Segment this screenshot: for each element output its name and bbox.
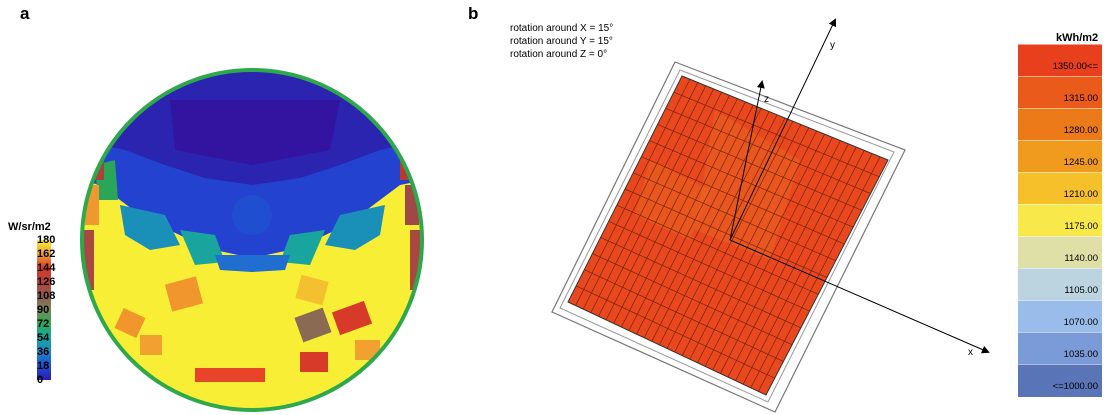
axis-y-label: y — [830, 40, 835, 51]
legend-entry: 1210.00 — [1018, 172, 1102, 205]
colorbar-unit: W/sr/m2 — [8, 221, 51, 233]
legend-entry: 1245.00 — [1018, 140, 1102, 173]
legend-entry: 1105.00 — [1018, 268, 1102, 301]
panel-grid-line — [592, 253, 793, 345]
panel-grid-line — [624, 188, 828, 278]
legend-entry: 1035.00 — [1018, 332, 1102, 365]
panel-a-label: a — [20, 4, 30, 23]
legend-entry: 1140.00 — [1018, 236, 1102, 269]
legend-entry-label: 1035.00 — [1063, 349, 1098, 360]
rotation-y-note: rotation around Y = 15° — [510, 36, 613, 47]
panel-b-label: b — [468, 4, 479, 23]
legend-entry: 1280.00 — [1018, 108, 1102, 141]
legend-entry-label: 1245.00 — [1063, 157, 1098, 168]
rotation-z-note: rotation around Z = 0° — [510, 49, 608, 60]
colorbar-tick-label: 18 — [37, 360, 50, 372]
panel-grid-line — [673, 91, 880, 178]
colorbar-tick-label: 126 — [37, 276, 56, 288]
colorbar-tick-label: 108 — [37, 290, 56, 302]
legend-entry-label: 1175.00 — [1064, 221, 1098, 232]
legend-entry: 1315.00 — [1018, 76, 1102, 109]
colorbar-tick-label: 144 — [37, 262, 56, 274]
panel-grid-line — [584, 269, 784, 362]
legend-entry-label: 1140.00 — [1064, 253, 1098, 264]
colorbar-tick-label: 54 — [37, 332, 50, 344]
rotation-notes: rotation around X = 15° rotation around … — [510, 22, 613, 61]
panel-grid-line — [657, 124, 862, 211]
legend-entry-label: 1280.00 — [1063, 125, 1098, 136]
legend-entry-label: 1350.00<= — [1052, 61, 1098, 72]
panel-grid-line — [616, 204, 819, 295]
pv-surface-plot: y z x — [551, 18, 990, 413]
panel-grid — [575, 79, 881, 392]
radiance-colorbar — [37, 240, 51, 380]
dome-cells — [82, 70, 422, 410]
panel-grid-line — [575, 285, 775, 379]
legend-entry-label: 1315.00 — [1063, 93, 1098, 104]
colorbar-tick-label: 36 — [37, 346, 50, 358]
legend-entry: 1175.00 — [1018, 204, 1102, 237]
panel-grid-line — [649, 140, 854, 228]
colorbar-tick-label: 162 — [37, 248, 56, 260]
colorbar-tick-label: 90 — [37, 304, 50, 316]
axis-x-label: x — [968, 347, 973, 358]
legend-entry-label: 1070.00 — [1063, 317, 1098, 328]
axis-z-label: z — [764, 94, 769, 105]
panel-grid-line — [608, 220, 810, 312]
legend-entry-label: 1210.00 — [1063, 189, 1098, 200]
legend-entry-label: 1105.00 — [1064, 285, 1098, 296]
panel-grid-line — [665, 107, 871, 194]
panel-grid-line — [641, 156, 845, 245]
colorbar-tick-label: 72 — [37, 318, 50, 330]
legend-entry: <=1000.00 — [1018, 364, 1102, 397]
rotation-x-note: rotation around X = 15° — [510, 23, 614, 34]
legend-entry: 1350.00<= — [1018, 44, 1102, 77]
legend-entry: 1070.00 — [1018, 300, 1102, 333]
legend-unit: kWh/m2 — [1056, 32, 1099, 44]
colorbar-tick-label: 180 — [37, 234, 56, 246]
legend-entry-label: <=1000.00 — [1052, 381, 1098, 392]
colorbar-tick-label: 0 — [37, 374, 44, 386]
sky-radiance-dome — [37, 68, 424, 412]
panel-grid-line — [600, 237, 802, 329]
